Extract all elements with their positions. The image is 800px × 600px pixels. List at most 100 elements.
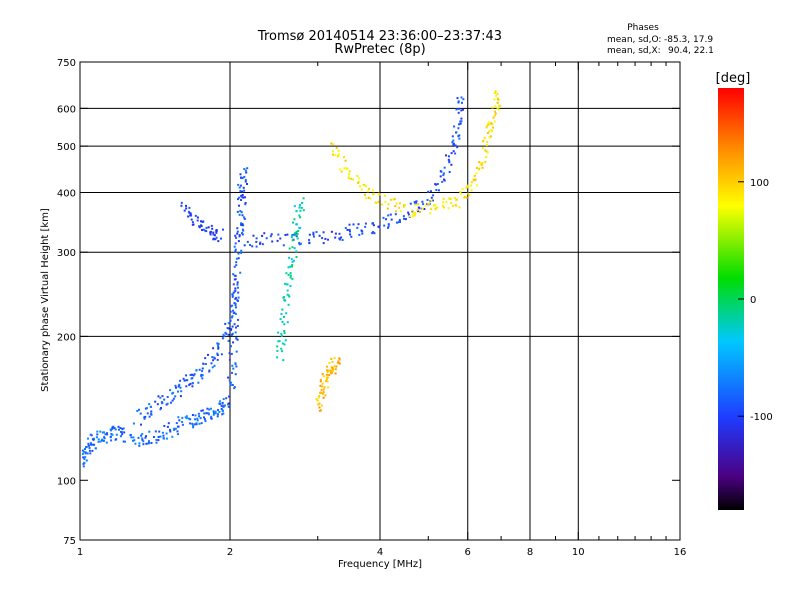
data-point	[491, 106, 494, 109]
data-point	[496, 101, 499, 104]
data-point	[286, 233, 289, 236]
data-point	[221, 337, 224, 340]
data-point	[106, 433, 109, 436]
data-point	[323, 375, 326, 378]
data-point	[486, 132, 489, 135]
data-point	[324, 237, 327, 240]
data-point	[426, 199, 429, 201]
data-point	[234, 331, 237, 334]
data-point	[485, 126, 488, 129]
data-point	[334, 372, 337, 375]
data-point	[319, 391, 322, 394]
chart-title: Tromsø 20140514 23:36:00–23:37:43	[257, 29, 502, 44]
data-point	[103, 436, 106, 439]
data-point	[207, 353, 209, 356]
data-point	[293, 247, 296, 250]
data-point	[411, 215, 414, 218]
data-point	[284, 299, 287, 302]
data-point	[423, 208, 426, 210]
data-point	[373, 232, 376, 235]
data-point	[225, 397, 228, 400]
data-point	[105, 441, 108, 444]
data-point	[92, 437, 95, 440]
data-point	[276, 239, 279, 242]
data-point	[451, 135, 454, 138]
data-point	[458, 206, 461, 209]
data-point	[230, 345, 232, 348]
data-points	[81, 90, 502, 468]
data-point	[183, 379, 186, 382]
data-point	[237, 240, 240, 243]
data-point	[372, 224, 375, 227]
data-point	[95, 436, 98, 439]
data-point	[251, 245, 254, 248]
data-point	[241, 214, 244, 217]
data-point	[214, 412, 217, 415]
data-point	[89, 452, 92, 455]
data-point	[148, 403, 151, 406]
data-point	[432, 204, 435, 207]
data-point	[280, 313, 283, 315]
data-point	[244, 203, 247, 206]
data-point	[201, 377, 204, 380]
data-point	[457, 101, 460, 104]
data-point	[424, 204, 427, 207]
data-point	[300, 206, 303, 209]
data-point	[210, 224, 213, 227]
data-point	[87, 442, 90, 445]
data-point	[137, 436, 140, 439]
data-point	[181, 421, 184, 423]
data-point	[162, 434, 165, 437]
data-point	[371, 232, 374, 235]
data-point	[457, 111, 460, 114]
data-point	[166, 425, 169, 428]
data-point	[233, 323, 236, 326]
data-point	[216, 352, 219, 355]
data-point	[407, 213, 410, 216]
data-point	[356, 226, 359, 229]
data-point	[101, 431, 104, 434]
data-point	[321, 392, 324, 395]
data-point	[324, 394, 327, 397]
data-point	[436, 206, 439, 209]
data-point	[213, 364, 216, 367]
data-point	[241, 233, 244, 236]
data-point	[202, 363, 205, 365]
phases-o-label: mean, sd,O:	[607, 35, 661, 45]
data-point	[318, 395, 321, 398]
data-point	[384, 200, 387, 203]
data-point	[488, 136, 491, 139]
data-point	[133, 439, 136, 442]
data-point	[188, 206, 191, 209]
data-point	[331, 150, 334, 153]
data-point	[201, 229, 203, 231]
data-point	[302, 197, 305, 200]
data-point	[202, 220, 205, 223]
data-point	[180, 390, 183, 393]
data-point	[217, 413, 219, 416]
data-point	[167, 422, 170, 425]
data-point	[340, 170, 343, 173]
data-point	[232, 312, 235, 315]
data-point	[456, 146, 459, 149]
data-point	[252, 234, 255, 237]
data-point	[430, 196, 433, 199]
data-point	[211, 227, 214, 230]
data-point	[134, 442, 137, 445]
data-point	[276, 349, 279, 352]
data-point	[318, 406, 321, 409]
data-point	[226, 327, 229, 329]
data-point	[138, 442, 141, 445]
data-point	[228, 352, 231, 355]
data-point	[217, 347, 220, 350]
data-point	[282, 359, 285, 362]
data-point	[234, 373, 237, 376]
data-point	[348, 170, 351, 173]
data-point	[141, 438, 144, 441]
data-point	[233, 245, 236, 248]
phases-x-label: mean, sd,X:	[607, 46, 661, 56]
data-point	[291, 234, 294, 237]
data-point	[235, 326, 237, 329]
data-point	[208, 369, 211, 372]
data-point	[223, 404, 225, 407]
